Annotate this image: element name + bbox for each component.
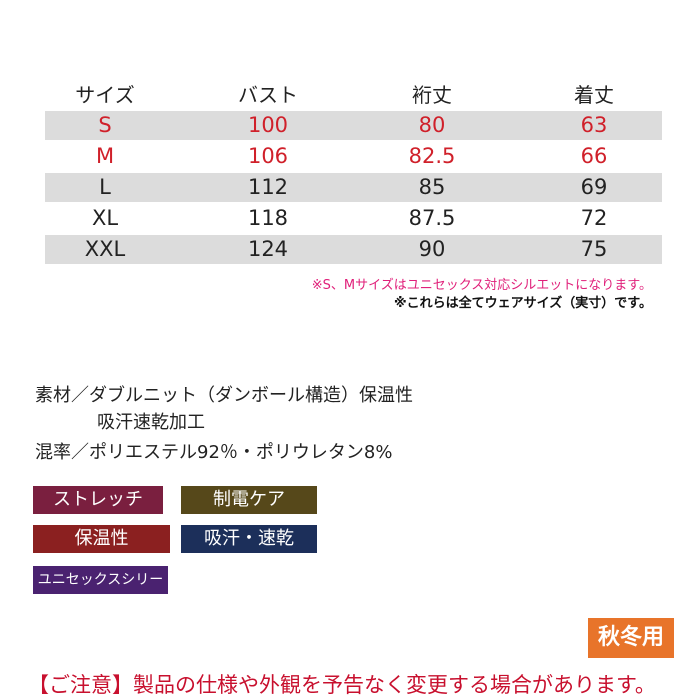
table-cell: 66 [580, 144, 608, 168]
table-row: L 112 85 69 [45, 173, 662, 202]
table-cell: 87.5 [408, 206, 456, 230]
table-cell: M [95, 144, 115, 168]
table-cell: 72 [580, 206, 608, 230]
material-line: 素材／ダブルニット（ダンボール構造）保温性 [35, 385, 413, 406]
table-cell: S [98, 113, 112, 137]
note: ※S、Mサイズはユニセックス対応シルエットになります。 [311, 278, 652, 293]
feature-badge: ストレッチ [33, 486, 163, 514]
table-cell: 112 [247, 175, 289, 199]
table-cell: 75 [580, 237, 608, 261]
header-cell: 裄丈 [412, 83, 452, 107]
header-cell: 着丈 [574, 83, 614, 107]
note: ※これらは全てウェアサイズ（実寸）です。 [394, 296, 652, 311]
table-cell: 85 [418, 175, 446, 199]
header-cell: バスト [238, 83, 298, 107]
table-cell: XL [91, 206, 119, 230]
header-row: サイズ バスト 裄丈 着丈 [45, 81, 662, 110]
table-cell: 118 [247, 206, 289, 230]
table-row: XXL 124 90 75 [45, 235, 662, 264]
table-cell: 63 [580, 113, 608, 137]
table-row: XL 118 87.5 72 [45, 204, 662, 233]
material-line: 吸汗速乾加工 [97, 412, 205, 433]
header-cell: サイズ [75, 83, 135, 107]
table-cell: 100 [247, 113, 289, 137]
table-cell: 82.5 [408, 144, 456, 168]
table-cell: 90 [418, 237, 446, 261]
table-cell: 106 [247, 144, 289, 168]
feature-badge: 制電ケア [181, 486, 317, 514]
material-line: 混率／ポリエステル92％・ポリウレタン8% [35, 442, 393, 463]
table-cell: 124 [247, 237, 289, 261]
table-cell: L [99, 175, 111, 199]
feature-badge: 保温性 [33, 525, 170, 553]
feature-badge: ユニセックスシリーズ [33, 566, 168, 616]
feature-badge: 吸汗・速乾 [181, 525, 317, 553]
season-badge: 秋冬用 [588, 618, 674, 658]
table-row: M 106 82.5 66 [45, 142, 662, 171]
table-cell: XXL [84, 237, 126, 261]
table-cell: 80 [418, 113, 446, 137]
notice: 【ご注意】製品の仕様や外観を予告なく変更する場合があります。 [28, 673, 656, 697]
table-cell: 69 [580, 175, 608, 199]
table-row: S 100 80 63 [45, 111, 662, 140]
